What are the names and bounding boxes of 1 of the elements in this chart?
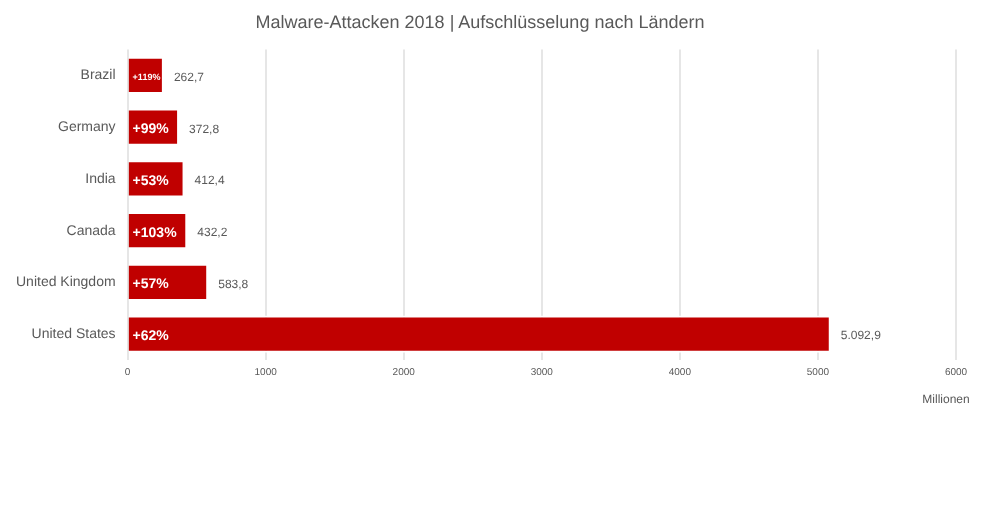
chart-title: Malware-Attacken 2018 | Aufschlüsselung nach Ländern bbox=[255, 11, 705, 32]
